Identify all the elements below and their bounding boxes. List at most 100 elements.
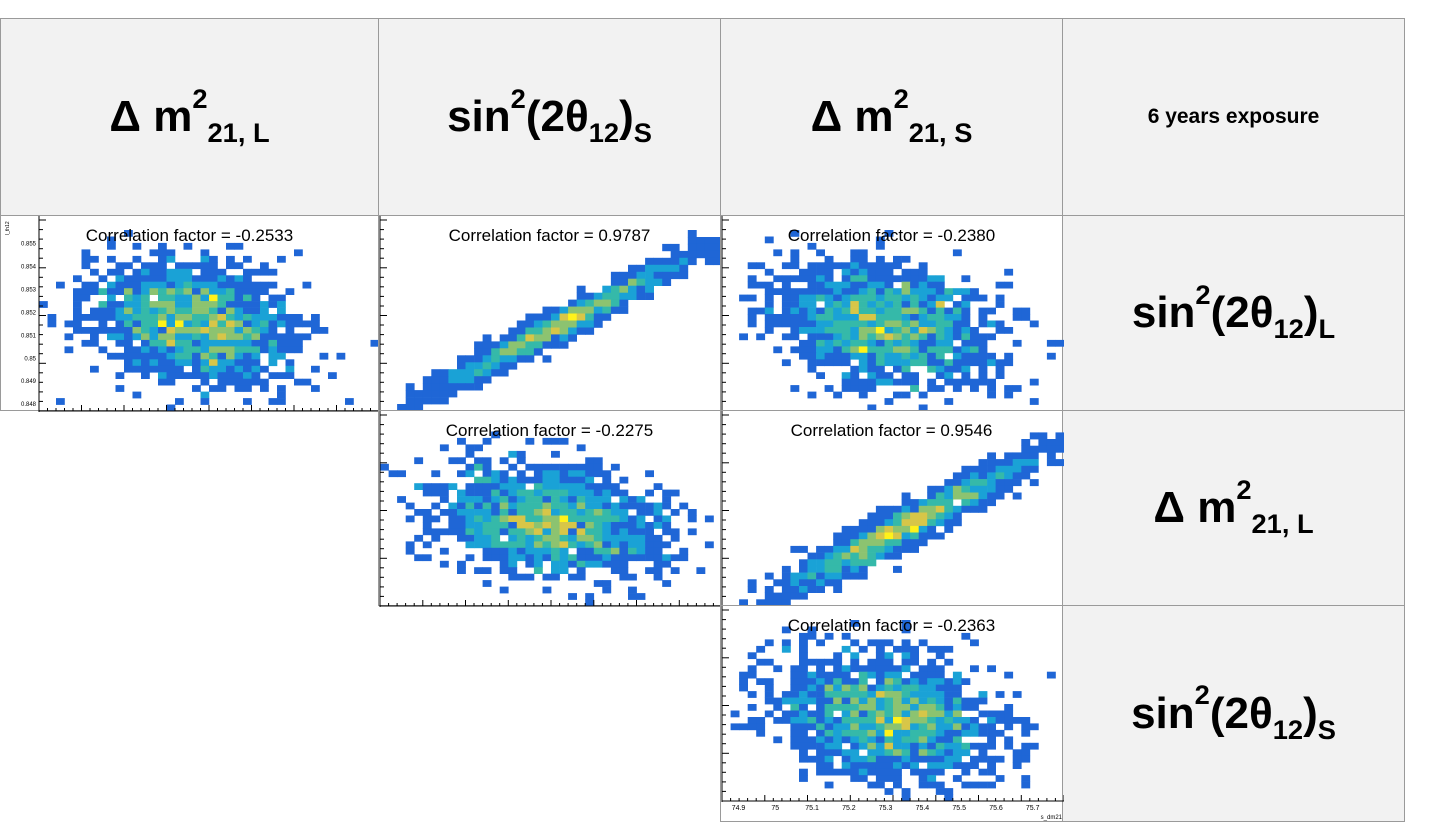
- heatmap-cell: [585, 502, 595, 510]
- heatmap-cell: [217, 339, 227, 347]
- heatmap-cell: [593, 299, 603, 307]
- heatmap-cell: [987, 768, 996, 776]
- heatmap-cell: [807, 671, 817, 679]
- heatmap-cell: [944, 492, 954, 500]
- heatmap-cell: [841, 314, 851, 321]
- heatmap-cell: [799, 704, 808, 711]
- heatmap-cell: [790, 320, 800, 328]
- heatmap-cell: [841, 327, 851, 334]
- heatmap-cell: [875, 242, 885, 250]
- heatmap-cell: [516, 483, 526, 490]
- heatmap-cell: [217, 307, 227, 315]
- correlation-label: Correlation factor = 0.9546: [790, 421, 993, 440]
- heatmap-cell: [790, 572, 800, 580]
- heatmap-cell: [875, 691, 885, 698]
- heatmap-cell: [533, 348, 543, 356]
- heatmap-cell: [149, 339, 159, 347]
- heatmap-cell: [893, 539, 902, 547]
- heatmap-cell: [687, 257, 697, 266]
- heatmap-cell: [918, 736, 928, 744]
- heatmap-cell: [790, 671, 800, 679]
- heatmap-cell: [884, 294, 894, 302]
- heatmap-cell: [457, 470, 466, 478]
- heatmap-cell: [799, 736, 808, 744]
- heatmap-cell: [141, 372, 150, 379]
- heatmap-cell: [978, 378, 988, 386]
- heatmap-cell: [867, 525, 877, 533]
- x-tick-label: 75.6: [989, 805, 1003, 812]
- heatmap-svg: [721, 411, 1064, 607]
- heatmap-cell: [226, 346, 235, 354]
- heatmap-cell: [568, 313, 577, 321]
- heatmap-cell: [132, 314, 142, 321]
- heatmap-cell: [816, 665, 825, 673]
- heatmap-cell: [910, 320, 919, 328]
- heatmap-cell: [465, 450, 475, 458]
- heatmap-cell: [961, 294, 971, 302]
- heatmap-cell: [508, 334, 518, 342]
- heatmap-cell: [192, 333, 201, 341]
- heatmap-cell: [166, 268, 176, 276]
- heatmap-cell: [970, 723, 979, 731]
- heatmap-cell: [610, 515, 620, 523]
- header-col-dm21-s-label: Δ m221, S: [810, 82, 973, 149]
- heatmap-cell: [978, 346, 988, 354]
- heatmap-cell: [542, 341, 552, 349]
- heatmap-cell: [653, 567, 663, 574]
- heatmap-cell: [910, 339, 919, 347]
- heatmap-cell: [277, 385, 286, 392]
- heatmap-cell: [149, 275, 159, 283]
- heatmap-cell: [799, 307, 808, 315]
- heatmap-cell: [457, 362, 466, 370]
- heatmap-cell: [414, 404, 424, 412]
- heatmap-cell: [875, 671, 885, 679]
- heatmap-cell: [465, 483, 475, 490]
- heatmap-cell: [970, 378, 979, 386]
- heatmap-cell: [405, 404, 415, 412]
- heatmap-cell: [602, 515, 612, 523]
- heatmap-cell: [217, 301, 227, 308]
- heatmap-cell: [124, 352, 133, 360]
- heatmap-cell: [739, 671, 748, 679]
- heatmap-cell: [499, 541, 509, 549]
- heatmap-cell: [841, 333, 851, 341]
- heatmap-cell: [1004, 736, 1014, 744]
- heatmap-cell: [961, 372, 971, 379]
- axes: [721, 606, 1064, 802]
- heatmap-cell: [901, 519, 911, 527]
- heatmap-cell: [799, 320, 808, 328]
- heatmap-cell: [234, 320, 244, 328]
- heatmap-cell: [482, 476, 492, 484]
- heatmap-cell: [234, 242, 244, 250]
- heatmap-cell: [175, 359, 184, 367]
- heatmap-cell: [268, 333, 278, 341]
- heatmap-cell: [704, 243, 714, 252]
- heatmap-cell: [439, 444, 449, 452]
- heatmap-cell: [499, 586, 509, 594]
- heatmap-cell: [867, 346, 877, 354]
- heatmap-cell: [107, 255, 116, 263]
- heatmap-cell: [927, 281, 937, 289]
- heatmap-cell: [277, 391, 286, 399]
- heatmap-cell: [183, 346, 193, 354]
- heatmap-cell: [961, 492, 971, 500]
- heatmap-cell: [961, 678, 971, 685]
- heatmap-cell: [516, 573, 526, 581]
- heatmap-cell: [268, 320, 278, 328]
- heatmap-cell: [482, 376, 492, 384]
- heatmap-cell: [628, 278, 637, 286]
- heatmap-cell: [790, 255, 800, 263]
- heatmap-cell: [251, 301, 261, 308]
- heatmap-cell: [457, 528, 466, 536]
- heatmap-cell: [149, 314, 159, 321]
- heatmap-cell: [107, 352, 116, 360]
- heatmap-cell: [833, 288, 843, 295]
- heatmap-cell: [183, 294, 193, 302]
- heatmap-cell: [875, 545, 885, 553]
- heatmap-cell: [978, 307, 988, 315]
- heatmap-cell: [499, 483, 509, 490]
- heatmap-cell: [773, 665, 783, 673]
- heatmap-cell: [850, 652, 860, 660]
- heatmap-cell: [175, 352, 184, 360]
- heatmap-cell: [739, 333, 748, 341]
